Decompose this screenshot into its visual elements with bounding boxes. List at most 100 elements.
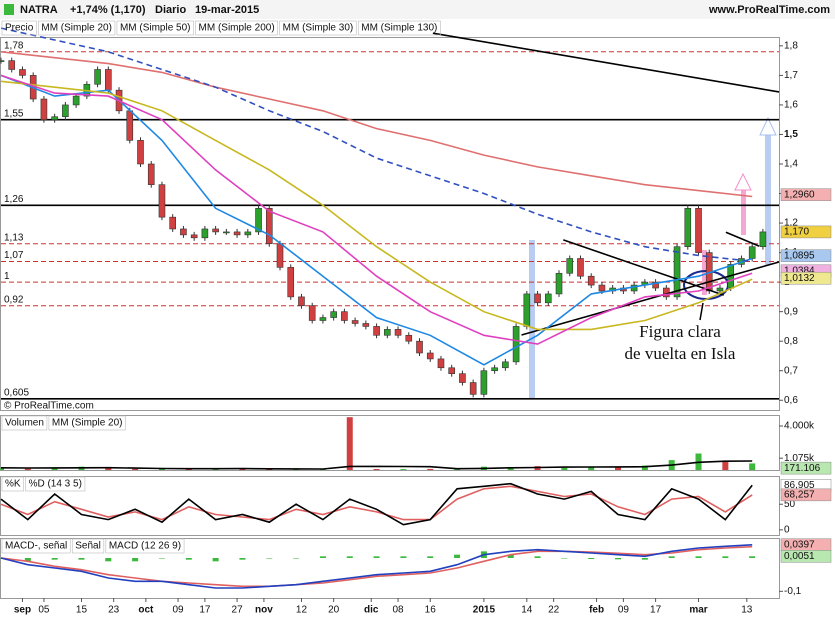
legend-entry: MACD (12 26 9) (109, 541, 181, 552)
bar (51, 467, 58, 470)
candle (405, 334, 413, 342)
x-tick-label: 27 (232, 605, 244, 616)
y-tick-label: 1,2 (784, 218, 798, 229)
series-line (0, 482, 753, 526)
candle (233, 231, 241, 236)
annotation: de vuelta en Isla (625, 344, 736, 363)
candle (362, 323, 370, 327)
bar (561, 558, 568, 559)
price-tag-label: 0,0397 (784, 539, 815, 550)
bar (239, 558, 246, 560)
bar (561, 467, 568, 470)
legend-entry: %K (5, 479, 21, 490)
candle (287, 267, 295, 298)
series-line (0, 80, 753, 331)
candle (512, 326, 520, 363)
candle (8, 60, 16, 70)
trendline (563, 239, 724, 296)
y-tick-label: 1,4 (784, 159, 798, 170)
candle (212, 228, 219, 233)
pink-bar (741, 190, 746, 235)
annotation: Figura clara (639, 322, 721, 341)
x-tick-label: 17 (650, 605, 662, 616)
y-tick-label: 0,6 (784, 395, 798, 406)
bar (534, 556, 541, 558)
candle (94, 69, 101, 85)
candle (695, 207, 702, 253)
bar (24, 558, 31, 562)
x-tick-label: 16 (425, 605, 437, 616)
candle (0, 60, 5, 62)
level-label: 1,13 (4, 232, 24, 243)
bar (749, 463, 756, 470)
bar (105, 468, 112, 470)
candle (105, 69, 112, 91)
x-tick-label: 17 (199, 605, 211, 616)
bar (346, 417, 353, 470)
price-tag-label: 1,170 (784, 227, 809, 238)
x-tick-label: 09 (172, 605, 184, 616)
price-tag-label: 0,0051 (784, 551, 815, 562)
candle (373, 326, 380, 336)
bar (588, 466, 595, 470)
candle (40, 98, 48, 120)
blue-arrow (759, 116, 777, 136)
level-label: 1,55 (4, 108, 24, 119)
candle (480, 370, 488, 395)
panel (0, 27, 753, 366)
bar (105, 558, 112, 562)
bar (266, 558, 273, 559)
bar (0, 468, 4, 470)
x-tick-label: 14 (521, 605, 533, 616)
candle (72, 95, 80, 106)
candle (180, 228, 187, 236)
x-tick-label: 08 (392, 605, 404, 616)
period: Diario (155, 4, 186, 16)
legend-entry: MM (Simple 130) (361, 23, 437, 34)
candle (587, 275, 595, 286)
price-tag-label: 1,0132 (784, 273, 815, 284)
price-tag-label: 1,0384 (784, 265, 815, 276)
blue-bar (765, 135, 771, 265)
level-label: 1 (4, 271, 10, 282)
y-tick-label: 1,6 (784, 100, 798, 111)
panel: 0,60,70,80,911,11,21,31,41,51,61,71,81,7… (0, 32, 832, 406)
legend-box (1, 20, 37, 36)
candle (308, 305, 316, 321)
bar (722, 556, 729, 558)
price-tag (780, 188, 832, 201)
date: 19-mar-2015 (195, 4, 259, 16)
bar (346, 556, 353, 558)
candle (416, 340, 423, 354)
price-tag-label: 68,257 (784, 489, 815, 500)
legend-entry: MM (Simple 30) (283, 23, 354, 34)
trendline (725, 231, 760, 247)
bar (158, 558, 165, 559)
symbol-icon (4, 4, 14, 15)
bar (641, 558, 648, 560)
trendline (521, 261, 780, 336)
legend-box (48, 415, 126, 431)
legend-box (1, 538, 71, 554)
legend-box (1, 476, 24, 492)
y-tick-label: 0,7 (784, 365, 798, 376)
bar (427, 556, 434, 558)
stoch-frame (0, 476, 780, 536)
candle (502, 361, 509, 369)
macd-frame (0, 538, 780, 599)
candle (137, 140, 144, 165)
bar (507, 554, 514, 558)
price-tag (780, 550, 832, 563)
x-tick-label: nov (255, 605, 273, 616)
y-tick-label: 1,8 (784, 41, 798, 52)
candle (716, 287, 724, 292)
x-tick-label: feb (589, 605, 604, 616)
candle (265, 207, 273, 245)
bar (695, 556, 702, 558)
legend-box (357, 20, 441, 36)
candle (748, 246, 756, 259)
